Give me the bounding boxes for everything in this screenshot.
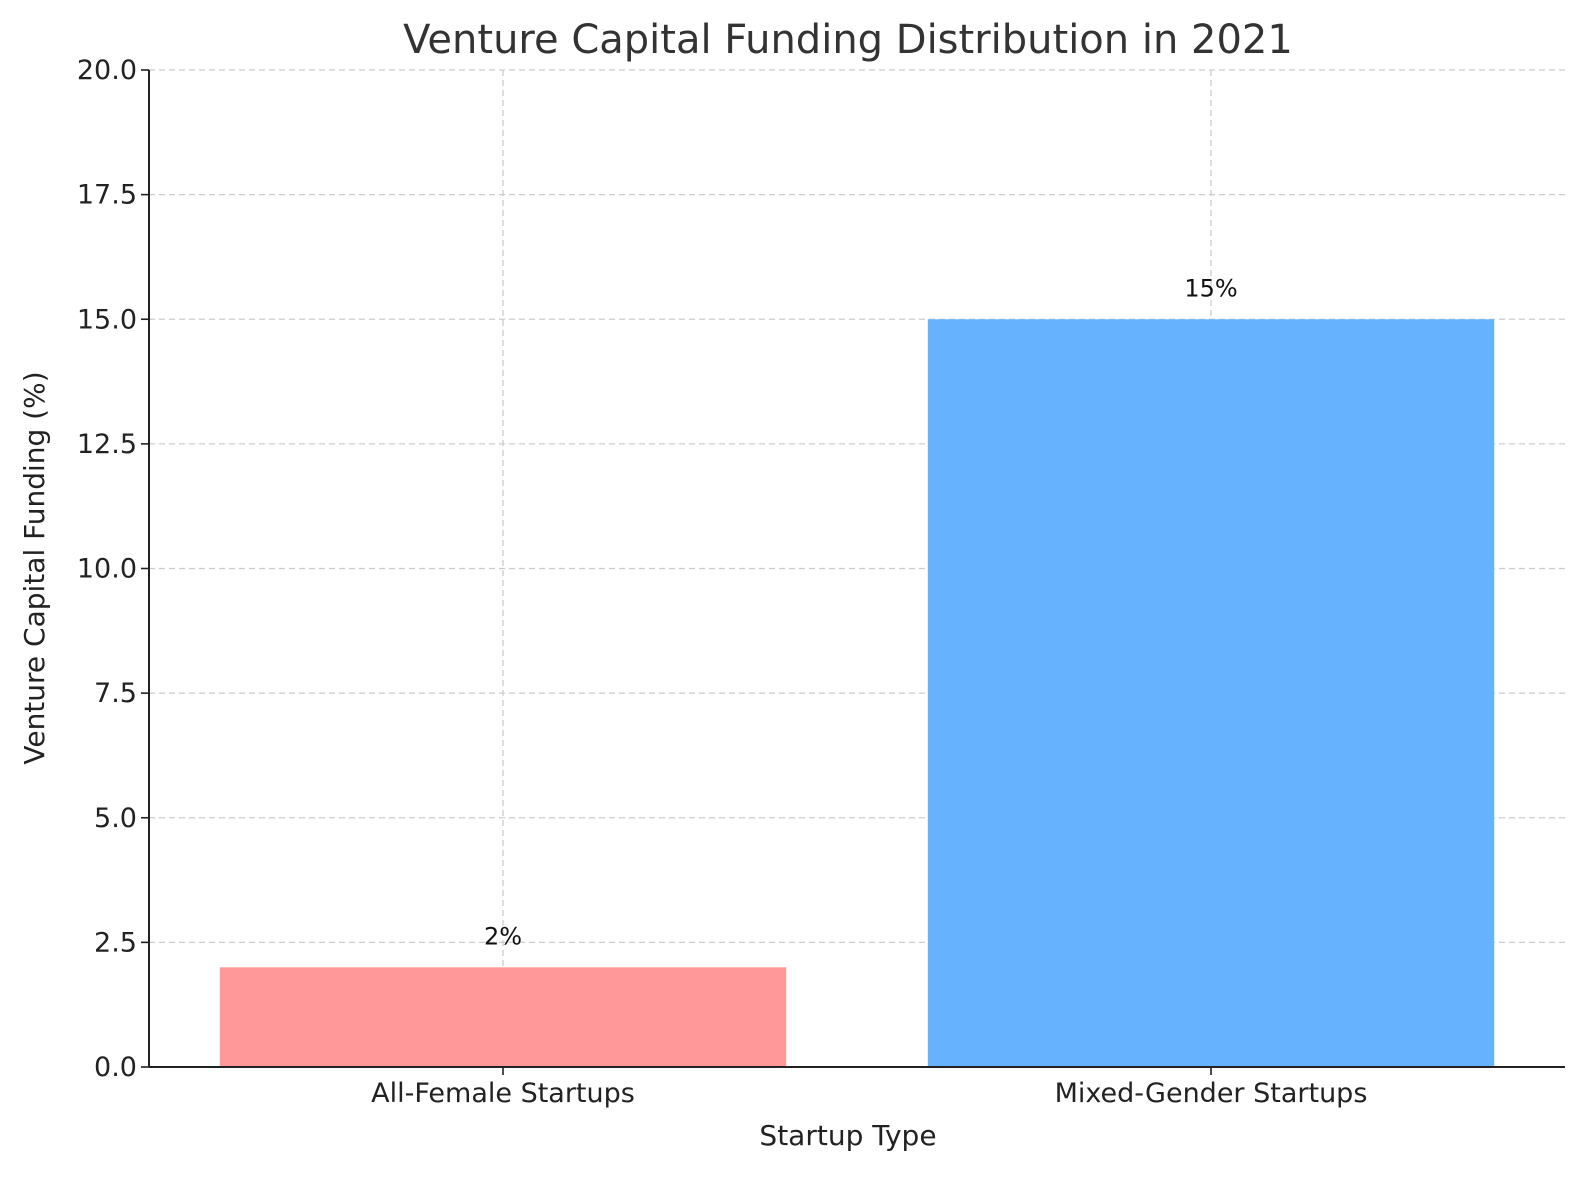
bar-value-label: 15% <box>1184 274 1237 302</box>
x-axis-label: Startup Type <box>759 1119 936 1152</box>
chart-title: Venture Capital Funding Distribution in … <box>403 17 1293 63</box>
y-tick-label: 5.0 <box>94 803 137 834</box>
y-tick-label: 15.0 <box>77 304 137 335</box>
y-tick-label: 20.0 <box>77 55 137 86</box>
y-tick-label: 12.5 <box>77 429 137 460</box>
y-axis-label: Venture Capital Funding (%) <box>18 371 51 764</box>
data-label-layer: 2% 15% <box>484 274 1238 950</box>
bar <box>927 319 1495 1067</box>
x-tick-label: Mixed-Gender Startups <box>1055 1078 1368 1109</box>
y-tick-label: 0.0 <box>94 1052 137 1083</box>
x-tick-label: All-Female Startups <box>371 1078 635 1109</box>
y-tick-label: 7.5 <box>94 678 137 709</box>
bar-value-label: 2% <box>484 922 522 950</box>
bar-layer <box>219 319 1495 1067</box>
bar <box>219 967 787 1067</box>
y-tick-label: 17.5 <box>77 180 137 211</box>
tick-layer: 0.0 2.5 5.0 7.5 10.0 12.5 15.0 17.5 20.0 All-Fema… <box>77 55 1368 1109</box>
y-tick-label: 2.5 <box>94 927 137 958</box>
y-tick-label: 10.0 <box>77 554 137 585</box>
